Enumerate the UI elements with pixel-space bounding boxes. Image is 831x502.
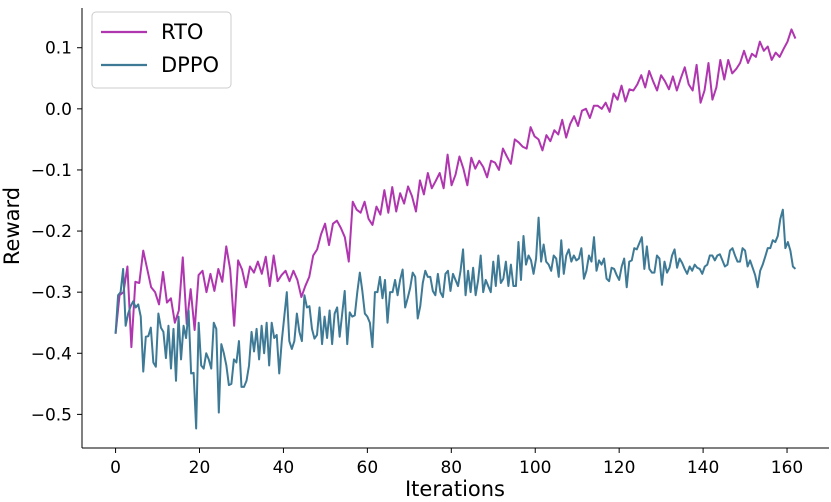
legend-label-rto: RTO <box>161 20 203 44</box>
y-tick-label: −0.4 <box>31 344 72 364</box>
x-axis-label: Iterations <box>405 477 505 501</box>
series-line-dppo <box>114 208 797 430</box>
x-tick-label: 20 <box>189 458 211 478</box>
legend-label-dppo: DPPO <box>161 53 219 77</box>
x-tick-label: 40 <box>273 458 295 478</box>
y-ticks: −0.5 −0.4 −0.3 −0.2 −0.1 0.0 0.1 <box>31 39 82 425</box>
series-line-rto <box>114 28 797 349</box>
y-tick-label: 0.1 <box>45 39 72 59</box>
y-tick-label: −0.2 <box>31 222 72 242</box>
x-tick-label: 120 <box>603 458 635 478</box>
x-tick-label: 100 <box>519 458 551 478</box>
y-tick-label: −0.1 <box>31 161 72 181</box>
y-tick-label: −0.5 <box>31 405 72 425</box>
x-tick-label: 160 <box>771 458 803 478</box>
axes <box>81 8 829 449</box>
y-tick-label: 0.0 <box>45 100 72 120</box>
y-axis-label: Reward <box>0 187 24 265</box>
x-tick-label: 60 <box>357 458 379 478</box>
plot-lines <box>114 28 797 430</box>
x-tick-label: 140 <box>687 458 719 478</box>
x-tick-label: 80 <box>440 458 462 478</box>
x-tick-label: 0 <box>110 458 121 478</box>
x-ticks: 0 20 40 60 80 100 120 140 160 <box>110 448 803 478</box>
legend: RTO DPPO <box>91 11 232 89</box>
y-tick-label: −0.3 <box>31 283 72 303</box>
